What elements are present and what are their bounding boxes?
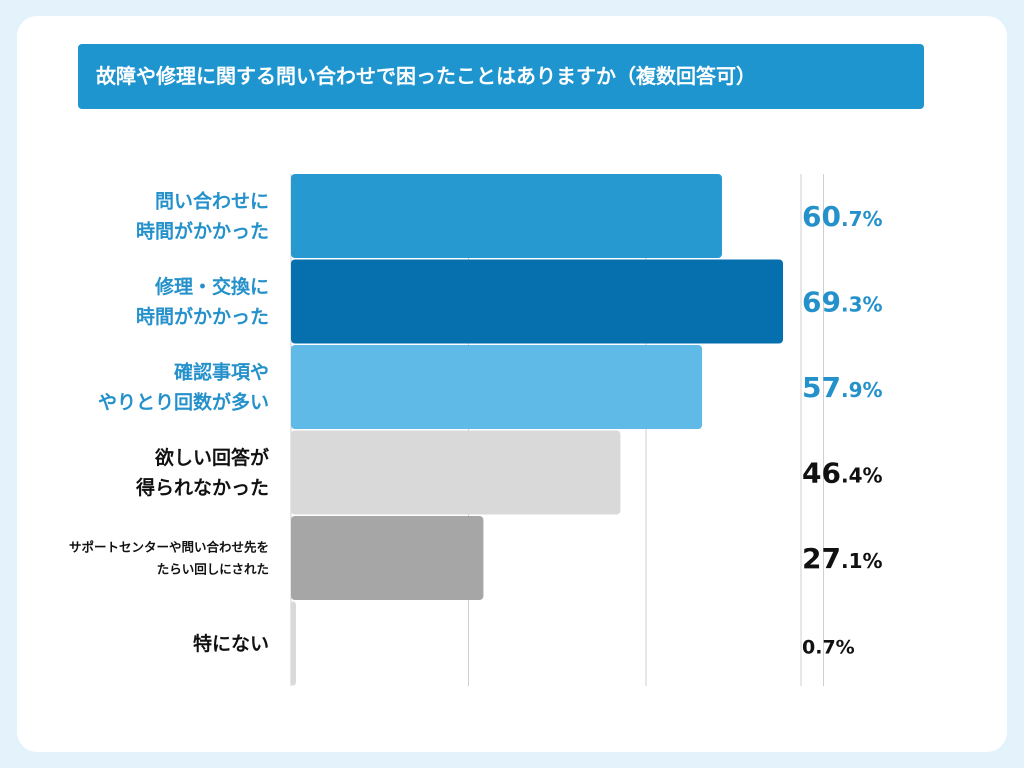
page-title: 故障や修理に関する問い合わせで困ったことはありますか（複数回答可）: [78, 44, 924, 109]
value-label-number-1: 69: [802, 286, 841, 319]
bar-4: [291, 516, 484, 600]
category-label-1-0: 修理・交換に: [154, 275, 269, 298]
category-label-4-0: サポートセンターや問い合わせ先を: [69, 539, 269, 554]
value-label-3: 46.4%: [802, 457, 883, 490]
bar-0: [291, 174, 722, 258]
category-label-1-1: 時間がかかった: [136, 305, 269, 328]
value-label-2: 57.9%: [802, 371, 883, 404]
category-label-2-0: 確認事項や: [174, 361, 269, 384]
value-label-decimal-2: .9%: [841, 378, 883, 402]
value-label-decimal-3: .4%: [841, 464, 883, 488]
category-label-4-1: たらい回しにされた: [157, 561, 269, 576]
value-label-5: 0.7%: [802, 637, 855, 659]
bar-2: [291, 345, 703, 429]
value-label-decimal-1: .3%: [841, 293, 883, 317]
value-label-0: 60.7%: [802, 200, 883, 233]
value-label-number-3: 46: [802, 457, 841, 490]
value-label-decimal-5: .7%: [815, 637, 854, 659]
category-label-0-0: 問い合わせに: [155, 190, 269, 213]
category-label-0-1: 時間がかかった: [136, 220, 269, 243]
bar-5: [291, 601, 296, 686]
value-label-4: 27.1%: [802, 542, 883, 575]
value-label-decimal-0: .7%: [841, 207, 883, 231]
value-label-number-2: 57: [802, 371, 841, 404]
value-label-number-5: 0: [802, 637, 815, 659]
category-label-2-1: やりとり回数が多い: [98, 391, 269, 414]
value-label-1: 69.3%: [802, 286, 883, 319]
category-label-3-0: 欲しい回答が: [154, 446, 269, 469]
value-label-number-0: 60: [802, 200, 841, 233]
value-label-number-4: 27: [802, 542, 841, 575]
category-label-5-0: 特にない: [193, 633, 269, 655]
value-label-decimal-4: .1%: [841, 549, 883, 573]
bar-3: [291, 430, 621, 515]
category-label-3-1: 得られなかった: [135, 476, 269, 499]
bar-1: [291, 259, 784, 344]
